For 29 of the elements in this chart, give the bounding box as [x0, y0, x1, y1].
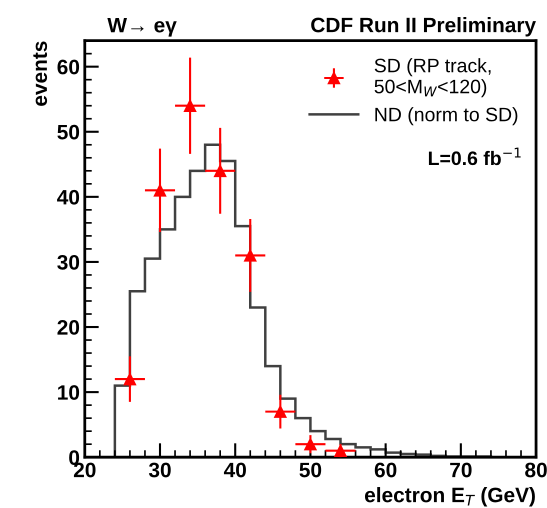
y-tick-label: 30: [57, 254, 80, 270]
point: [274, 405, 287, 418]
chart-title: W→ eγ: [107, 18, 177, 37]
annotation: L=0.6 fb$^{−1}$: [428, 148, 521, 166]
point: [244, 249, 257, 262]
text: CDF Run II Preliminary: [311, 17, 536, 36]
point: [184, 99, 196, 112]
x-tick-label: 70: [450, 462, 472, 478]
point: [214, 164, 226, 178]
x-tick-label: 40: [224, 462, 246, 478]
y-tick-label: 50: [57, 124, 80, 140]
x-tick-label: 30: [148, 462, 171, 478]
y-tick-label: 0: [69, 450, 80, 465]
point: [154, 184, 166, 197]
y-tick-label: 20: [57, 320, 80, 335]
point: [124, 372, 136, 386]
x-axis-title: electron E$_{T}$ (GeV): [365, 487, 535, 506]
x-tick-label: 80: [525, 462, 547, 478]
x-tick-label: 50: [299, 462, 322, 478]
y-tick-label: 60: [58, 60, 80, 74]
y-tick-label: 10: [58, 385, 80, 400]
point: [334, 444, 347, 457]
point: [304, 438, 317, 450]
legend-label: SD (RP track, 50<M$_{W}$<120): [374, 58, 491, 98]
y-tick-label: 40: [57, 190, 80, 205]
x-tick-label: 60: [374, 462, 396, 478]
x-tick-label: 20: [74, 462, 96, 478]
y-axis-title: events: [33, 41, 48, 106]
legend-label: ND (norm to SD): [375, 107, 518, 126]
